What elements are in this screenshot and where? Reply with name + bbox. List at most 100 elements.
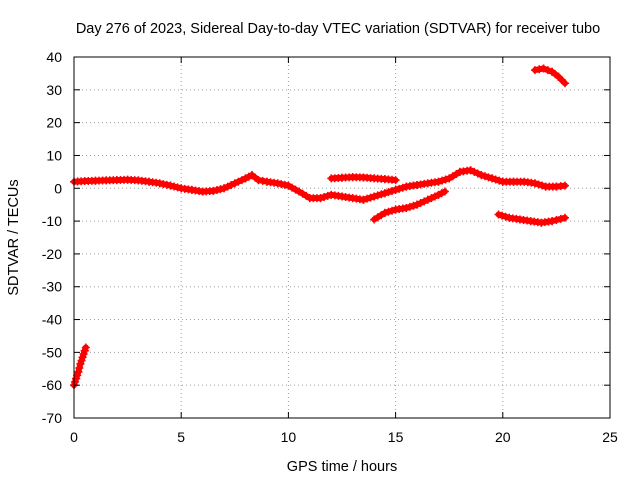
data-point	[494, 210, 503, 219]
data-point	[173, 183, 182, 192]
data-point	[534, 180, 543, 189]
tick-layer: 0 5 10 15 20 25 -70 -60 -50 -40 -30 -20 -10 0 10 20 30 40	[42, 49, 618, 445]
data-layer	[70, 64, 569, 390]
data-point	[209, 186, 218, 195]
data-point	[501, 212, 510, 221]
series-track-4	[370, 187, 449, 224]
data-point	[413, 200, 422, 209]
data-point	[254, 176, 263, 185]
data-point	[323, 191, 332, 200]
y-tick-label: -20	[42, 246, 62, 262]
data-point	[560, 181, 569, 190]
data-point	[440, 187, 449, 196]
data-point	[495, 176, 504, 185]
data-point	[316, 194, 325, 203]
series-track-5	[494, 210, 569, 227]
data-point	[480, 172, 489, 181]
y-tick-label: -40	[42, 312, 62, 328]
data-point	[380, 189, 389, 198]
data-point	[363, 194, 372, 203]
data-point	[75, 363, 84, 372]
data-point	[155, 179, 164, 188]
data-point	[552, 215, 561, 224]
data-point	[416, 199, 425, 208]
data-point	[320, 193, 329, 202]
chart-title: Day 276 of 2023, Sidereal Day-to-day VTE…	[76, 21, 600, 37]
data-point	[227, 180, 236, 189]
data-point	[384, 188, 393, 197]
data-point	[237, 176, 246, 185]
x-axis-label: GPS time / hours	[287, 459, 397, 475]
data-point	[434, 177, 443, 186]
data-point	[556, 214, 565, 223]
data-point	[162, 180, 171, 189]
data-point	[488, 174, 497, 183]
data-point	[548, 217, 557, 226]
data-point	[491, 175, 500, 184]
data-point	[405, 202, 414, 211]
data-point	[273, 179, 282, 188]
data-point	[277, 180, 286, 189]
data-point	[530, 66, 539, 75]
x-tick-label: 0	[70, 429, 78, 445]
data-point	[220, 184, 229, 193]
data-point	[441, 175, 450, 184]
y-tick-label: -30	[42, 279, 62, 295]
data-point	[166, 181, 175, 190]
x-tick-label: 20	[495, 429, 511, 445]
data-point	[159, 180, 168, 189]
plot-frame	[73, 56, 611, 419]
data-point	[388, 187, 397, 196]
data-point	[81, 343, 90, 352]
y-tick-label: 0	[54, 180, 62, 196]
data-point	[380, 208, 389, 217]
data-point	[420, 197, 429, 206]
y-tick-label: 10	[46, 147, 62, 163]
data-point	[74, 368, 83, 377]
data-point	[560, 79, 569, 88]
data-point	[388, 206, 397, 215]
data-point	[560, 213, 569, 222]
x-tick-label: 10	[281, 429, 297, 445]
data-point	[216, 185, 225, 194]
series-track-6	[530, 64, 569, 88]
data-point	[377, 190, 386, 199]
y-tick-label: -50	[42, 344, 62, 360]
data-point	[539, 64, 548, 73]
data-point	[391, 185, 400, 194]
data-point	[395, 184, 404, 193]
data-point	[384, 207, 393, 216]
data-point	[538, 181, 547, 190]
x-tick-label: 5	[177, 429, 185, 445]
data-point	[223, 182, 232, 191]
data-point	[373, 191, 382, 200]
y-tick-label: 30	[46, 82, 62, 98]
x-tick-label: 15	[388, 429, 404, 445]
data-point	[543, 66, 552, 75]
data-point	[466, 166, 475, 175]
data-point	[170, 182, 179, 191]
x-tick-label: 25	[602, 429, 618, 445]
y-tick-label: -70	[42, 410, 62, 426]
data-point	[370, 192, 379, 201]
data-point	[359, 195, 368, 204]
data-point	[258, 176, 267, 185]
data-point	[535, 65, 544, 74]
grid-layer	[74, 57, 610, 418]
data-point	[366, 193, 375, 202]
data-point	[498, 211, 507, 220]
y-tick-label: 40	[46, 49, 62, 65]
data-point	[473, 169, 482, 178]
data-point	[430, 192, 439, 201]
y-axis-label: SDTVAR / TECUs	[6, 179, 22, 295]
data-point	[438, 176, 447, 185]
data-point	[230, 179, 239, 188]
y-tick-label: -10	[42, 213, 62, 229]
data-point	[423, 195, 432, 204]
data-point	[402, 203, 411, 212]
data-point	[477, 171, 486, 180]
series-track-3	[327, 173, 400, 185]
data-point	[427, 194, 436, 203]
data-point	[212, 186, 221, 195]
